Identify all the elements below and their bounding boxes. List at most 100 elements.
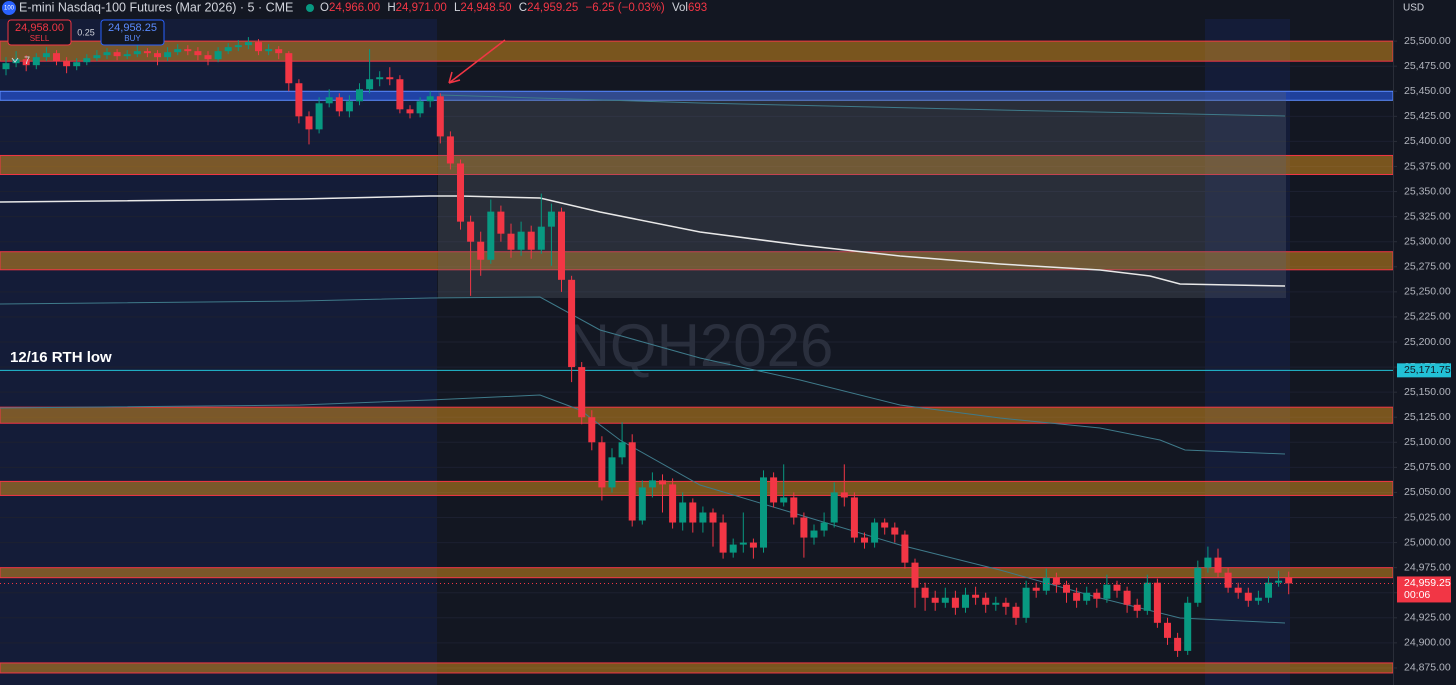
candle-body [871, 522, 879, 543]
ohlc-label: C [519, 2, 527, 14]
currency[interactable]: USD [1403, 3, 1424, 14]
band-line [439, 94, 1286, 117]
candle-body [467, 221, 475, 242]
candle-body [547, 211, 555, 227]
header-bar [0, 0, 1393, 19]
candle-body [194, 51, 202, 56]
candle-body [911, 562, 919, 588]
buy-label[interactable]: BUY [124, 34, 141, 43]
y-tick-label: 25,050.00 [1404, 486, 1451, 498]
candle-body [1083, 592, 1091, 601]
candle-body [749, 542, 757, 548]
candle-body [426, 96, 434, 102]
y-tick-label: 25,225.00 [1404, 311, 1451, 323]
candle-body [497, 211, 505, 234]
candle-body [800, 517, 808, 538]
candle-body [840, 492, 848, 498]
candle-body [941, 597, 949, 603]
candle-body [669, 484, 677, 523]
candle-body [1032, 587, 1040, 591]
currency-box[interactable] [1399, 0, 1425, 16]
candle-body [709, 512, 717, 523]
candle-body [42, 53, 50, 58]
candle-body [22, 59, 30, 66]
candle-body [962, 594, 969, 608]
candle-body [204, 55, 212, 60]
zones [0, 40, 1394, 674]
sell-button[interactable]: 24,958.00 SELL [7, 19, 72, 46]
candle-body [234, 45, 242, 48]
candle-body [760, 477, 767, 548]
indicator-count[interactable]: 7 [24, 55, 30, 67]
y-tick-label: 25,500.00 [1404, 35, 1451, 47]
candle-body [457, 163, 464, 222]
y-tick-label: 25,425.00 [1404, 110, 1451, 122]
session-shade [0, 0, 437, 685]
candle-body [931, 597, 939, 603]
grid [0, 40, 1393, 669]
candle-body [345, 101, 353, 112]
y-tick-label: 24,925.00 [1404, 612, 1451, 624]
sell-price[interactable]: 24,958.00 [15, 22, 64, 34]
candle-body [972, 594, 980, 598]
candle-body [164, 52, 172, 58]
candle-body [1093, 592, 1101, 599]
vwap-line [0, 195, 1286, 287]
volume-label: Vol [672, 2, 688, 14]
sell-label[interactable]: SELL [30, 34, 50, 43]
candle-body [901, 534, 909, 563]
candle-body [335, 97, 343, 112]
ohlc-value: 24,966.00 [329, 2, 380, 14]
candle-body [891, 527, 899, 535]
candle-body [244, 42, 252, 46]
candle-body [739, 542, 747, 545]
candle-body [214, 51, 222, 60]
candle-body [770, 477, 778, 503]
candle-body [659, 480, 666, 485]
candle-body [32, 57, 40, 66]
candle-body [1052, 577, 1060, 585]
y-tick-label: 25,350.00 [1404, 185, 1451, 197]
candle-body [1224, 572, 1232, 588]
ohlc: O24,966.00 H24,971.00 L24,948.50 C24,959… [320, 2, 707, 14]
candle-body [1204, 557, 1212, 568]
candle-body [477, 241, 485, 260]
candle-body [1285, 577, 1293, 584]
y-tick-label: 25,250.00 [1404, 286, 1451, 298]
candle-body [2, 63, 10, 70]
ohlc-value: 24,948.50 [460, 2, 511, 14]
range-box [438, 92, 1286, 298]
candle-body [1194, 567, 1202, 603]
candle-body [325, 97, 333, 104]
buy-box[interactable] [100, 19, 165, 46]
y-tick-label: 25,450.00 [1404, 85, 1451, 97]
candle-body [487, 211, 495, 260]
symbol-badge [2, 1, 16, 15]
candle-body [416, 101, 424, 114]
sell-box[interactable] [7, 19, 72, 46]
candle-body [275, 49, 283, 54]
level-zone [0, 662, 1394, 674]
candle-body [1164, 622, 1171, 638]
candle-body [568, 279, 576, 368]
y-tick-label: 25,375.00 [1404, 160, 1451, 172]
candle-body [224, 47, 232, 52]
candle-body [790, 497, 798, 518]
y-tick-label: 24,900.00 [1404, 637, 1451, 649]
candle-body [951, 597, 959, 608]
candle-body [921, 587, 929, 598]
candle-body [113, 52, 121, 57]
buy-button[interactable]: 24,958.25 BUY [100, 19, 165, 46]
y-tick-label: 24,875.00 [1404, 662, 1451, 674]
candle-body [1244, 592, 1252, 601]
candle-body [1254, 597, 1262, 601]
candle-body [1234, 587, 1242, 593]
candle-body [507, 233, 515, 250]
candle-body [93, 55, 101, 59]
collapse-icon[interactable] [11, 57, 19, 63]
candle-body [63, 61, 71, 67]
candle-body [406, 109, 414, 114]
candle-body [1113, 584, 1121, 591]
buy-price[interactable]: 24,958.25 [108, 22, 157, 34]
